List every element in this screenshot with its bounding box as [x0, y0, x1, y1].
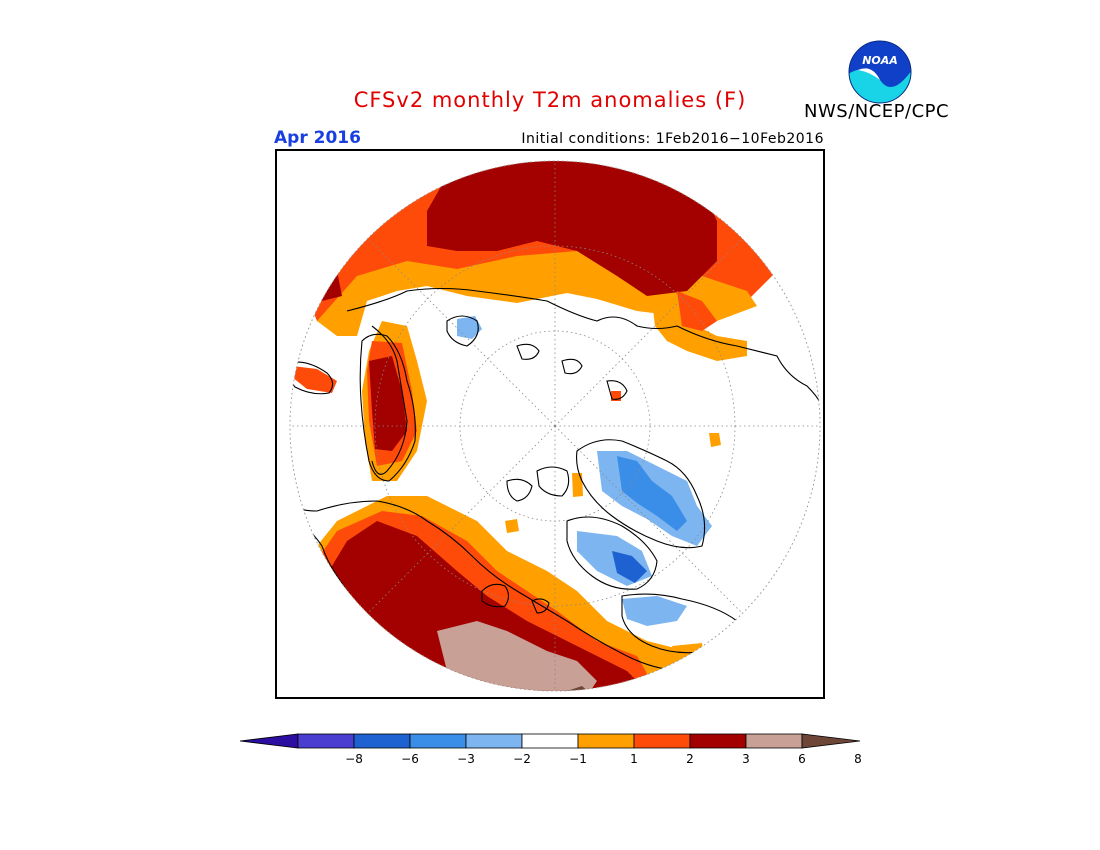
anomaly-region-red	[677, 291, 717, 331]
globe-edge	[289, 160, 821, 692]
anomaly-region-orange	[505, 519, 519, 533]
anomaly-field	[292, 161, 777, 691]
agency-label: NWS/NCEP/CPC	[804, 101, 950, 122]
legend-swatch	[745, 733, 803, 749]
legend-swatch	[689, 733, 747, 749]
graticule	[289, 160, 821, 692]
legend-arrow-high	[801, 733, 861, 749]
polar-map	[289, 160, 821, 692]
legend-tick-label: −3	[457, 752, 475, 766]
noaa-logo-text: NOAA	[862, 54, 898, 67]
legend-tick-label: −1	[569, 752, 587, 766]
legend-tick-label: −8	[345, 752, 363, 766]
legend-swatch	[633, 733, 691, 749]
anomaly-region-orange	[572, 473, 583, 497]
legend-arrow-low	[239, 733, 299, 749]
anomaly-region-dark-blue	[612, 551, 647, 583]
legend-swatch	[297, 733, 355, 749]
anomaly-region-mid-blue	[617, 456, 687, 531]
anomaly-region-orange	[652, 301, 747, 361]
map-title: CFSv2 monthly T2m anomalies (F)	[353, 88, 747, 112]
anomaly-region-dark-red	[427, 161, 717, 296]
legend-tick-label: −2	[513, 752, 531, 766]
anomaly-region-dark-red	[369, 356, 407, 451]
legend-swatch	[409, 733, 467, 749]
polar-map-frame	[275, 149, 825, 699]
legend-tick-label: 3	[742, 752, 750, 766]
anomaly-region-light-blue	[622, 596, 687, 626]
anomaly-region-orange	[709, 433, 721, 447]
legend-swatch	[465, 733, 523, 749]
legend-tick-label: 2	[686, 752, 694, 766]
noaa-logo: NOAA	[848, 40, 912, 104]
legend-swatch	[353, 733, 411, 749]
anomaly-region-red	[292, 366, 337, 393]
forecast-month: Apr 2016	[274, 128, 361, 148]
legend-tick-label: −6	[401, 752, 419, 766]
legend-swatch	[521, 733, 579, 749]
legend-tick-label: 8	[854, 752, 862, 766]
color-legend	[239, 733, 861, 749]
anomaly-region-dark-red	[302, 261, 342, 301]
anomaly-region-light-blue	[457, 316, 482, 339]
legend-tick-label: 1	[630, 752, 638, 766]
legend-tick-label: 6	[798, 752, 806, 766]
initial-conditions: Initial conditions: 1Feb2016−10Feb2016	[521, 131, 824, 147]
legend-swatch	[577, 733, 635, 749]
